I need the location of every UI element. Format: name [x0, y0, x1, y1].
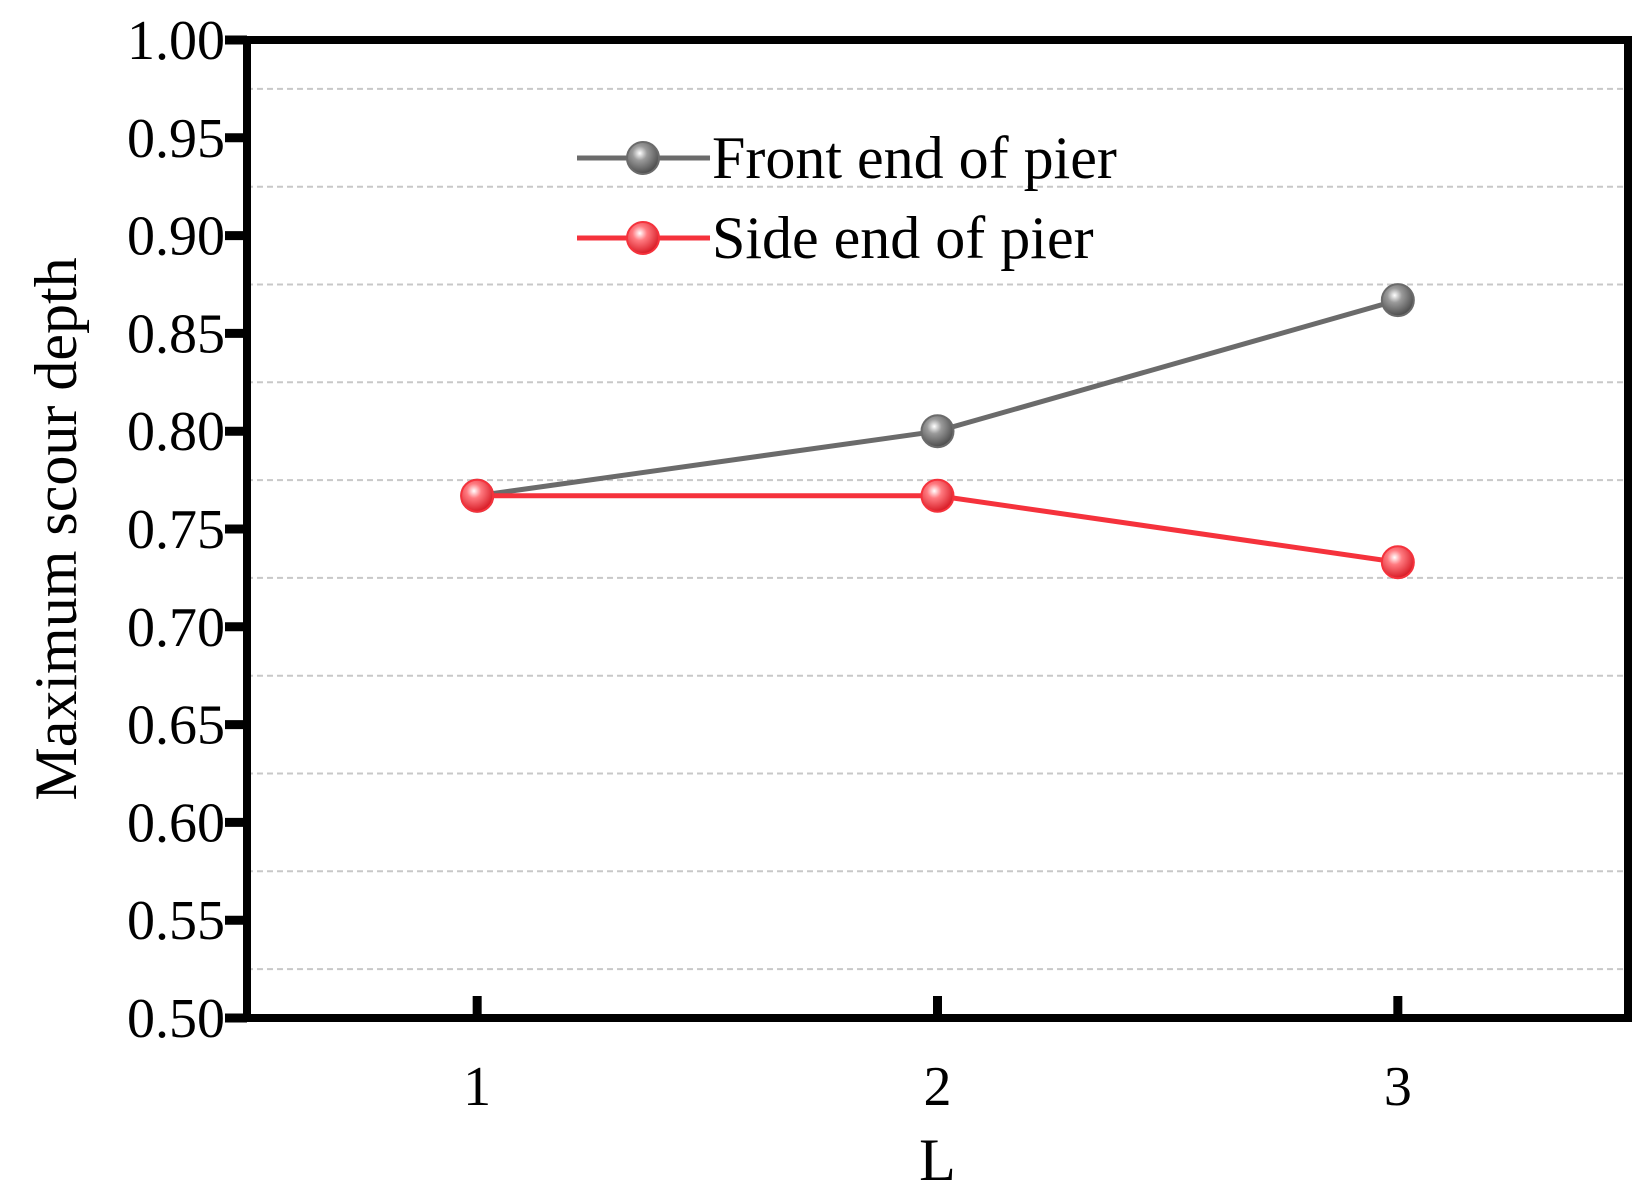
legend-label: Front end of pier: [712, 125, 1117, 191]
x-tick-label: 3: [1384, 1056, 1412, 1118]
x-tick-label: 2: [924, 1056, 952, 1118]
y-tick-label: 0.55: [127, 890, 225, 952]
data-point: [460, 478, 495, 513]
y-tick-label: 1.00: [127, 10, 225, 72]
series-line: [476, 297, 1399, 499]
y-tick-label: 0.70: [127, 597, 225, 659]
y-tick-label: 0.60: [127, 792, 225, 854]
tick-layer: 0.50 0.55 0.60 0.65 0.70 0.75 0.80 0.85 0.90 0.95…: [127, 10, 1412, 1118]
y-tick-label: 0.75: [127, 499, 225, 561]
y-tick-label: 0.90: [127, 206, 225, 268]
y-tick-label: 0.50: [127, 988, 225, 1050]
y-tick-label: 0.65: [127, 695, 225, 757]
legend-marker: [626, 141, 660, 175]
data-point: [920, 478, 955, 513]
y-axis-title: Maximum scour depth: [23, 257, 89, 800]
legend-marker: [626, 221, 660, 255]
data-point: [920, 414, 955, 449]
legend-label: Side end of pier: [712, 205, 1094, 271]
y-tick-label: 0.95: [127, 108, 225, 170]
series-layer: [460, 283, 1415, 580]
data-point: [1380, 283, 1415, 318]
x-axis-title: L: [919, 1127, 956, 1193]
data-point: [1380, 545, 1415, 580]
x-tick-label: 1: [463, 1056, 491, 1118]
legend: Front end of pier Side end of pier: [577, 125, 1117, 271]
y-tick-label: 0.85: [127, 303, 225, 365]
y-tick-label: 0.80: [127, 401, 225, 463]
